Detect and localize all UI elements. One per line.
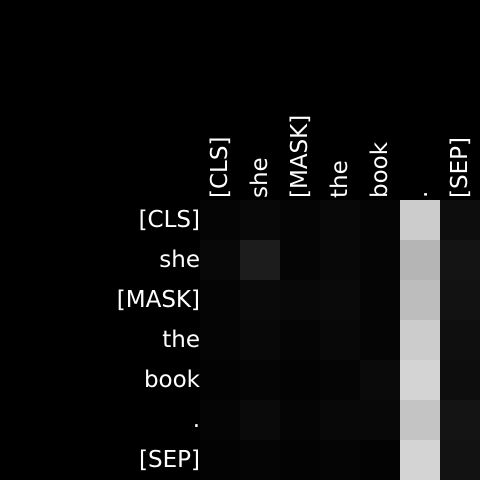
heatmap-cell-r2-c0 bbox=[200, 280, 240, 320]
heatmap-cell-r4-c2 bbox=[280, 360, 320, 400]
heatmap-cells bbox=[200, 200, 480, 480]
heatmap-cell-r3-c0 bbox=[200, 320, 240, 360]
heatmap-cell-r3-c4 bbox=[360, 320, 400, 360]
heatmap-cell-r2-c4 bbox=[360, 280, 400, 320]
heatmap-cell-r2-c3 bbox=[320, 280, 360, 320]
y-tick-label: [SEP] bbox=[139, 447, 200, 473]
heatmap-cell-r6-c0 bbox=[200, 440, 240, 480]
heatmap-cell-r4-c1 bbox=[240, 360, 280, 400]
heatmap-cell-r5-c2 bbox=[280, 400, 320, 440]
heatmap-cell-r5-c0 bbox=[200, 400, 240, 440]
heatmap-cell-r6-c6 bbox=[440, 440, 480, 480]
x-axis-tick-labels: [CLS] she [MASK] the book. [SEP] bbox=[207, 115, 473, 198]
heatmap-cell-r0-c6 bbox=[440, 200, 480, 240]
heatmap-cell-r2-c2 bbox=[280, 280, 320, 320]
heatmap-cell-r4-c6 bbox=[440, 360, 480, 400]
heatmap-cell-r3-c3 bbox=[320, 320, 360, 360]
x-tick-label: [MASK] bbox=[287, 115, 313, 198]
heatmap-cell-r1-c0 bbox=[200, 240, 240, 280]
heatmap-cell-r1-c1 bbox=[240, 240, 280, 280]
heatmap-cell-r1-c4 bbox=[360, 240, 400, 280]
y-tick-label: . bbox=[193, 407, 200, 433]
x-tick-label: she bbox=[247, 157, 273, 198]
heatmap-cell-r3-c2 bbox=[280, 320, 320, 360]
heatmap-cell-r5-c4 bbox=[360, 400, 400, 440]
heatmap-cell-r6-c1 bbox=[240, 440, 280, 480]
heatmap-cell-r6-c3 bbox=[320, 440, 360, 480]
x-tick-label: book bbox=[367, 141, 393, 198]
y-tick-label: [MASK] bbox=[117, 287, 200, 313]
x-tick-label: the bbox=[327, 160, 353, 198]
heatmap-cell-r1-c2 bbox=[280, 240, 320, 280]
heatmap-cell-r5-c5 bbox=[400, 400, 440, 440]
heatmap-cell-r0-c2 bbox=[280, 200, 320, 240]
x-tick-label: [CLS] bbox=[207, 137, 233, 198]
y-tick-label: [CLS] bbox=[139, 207, 200, 233]
heatmap-cell-r4-c5 bbox=[400, 360, 440, 400]
heatmap-cell-r2-c1 bbox=[240, 280, 280, 320]
heatmap-cell-r0-c4 bbox=[360, 200, 400, 240]
heatmap-cell-r5-c3 bbox=[320, 400, 360, 440]
y-tick-label: book bbox=[144, 367, 201, 393]
heatmap-cell-r4-c4 bbox=[360, 360, 400, 400]
x-tick-label: . bbox=[407, 191, 433, 198]
x-tick-label: [SEP] bbox=[447, 137, 473, 198]
heatmap-cell-r6-c5 bbox=[400, 440, 440, 480]
heatmap-cell-r1-c6 bbox=[440, 240, 480, 280]
heatmap-cell-r0-c3 bbox=[320, 200, 360, 240]
heatmap-cell-r0-c1 bbox=[240, 200, 280, 240]
heatmap-cell-r5-c6 bbox=[440, 400, 480, 440]
y-tick-label: the bbox=[162, 327, 200, 353]
heatmap-cell-r1-c3 bbox=[320, 240, 360, 280]
heatmap-cell-r3-c6 bbox=[440, 320, 480, 360]
heatmap-cell-r0-c0 bbox=[200, 200, 240, 240]
heatmap-cell-r5-c1 bbox=[240, 400, 280, 440]
heatmap-cell-r3-c5 bbox=[400, 320, 440, 360]
heatmap-cell-r6-c2 bbox=[280, 440, 320, 480]
heatmap-cell-r0-c5 bbox=[400, 200, 440, 240]
heatmap-cell-r4-c3 bbox=[320, 360, 360, 400]
heatmap-cell-r2-c5 bbox=[400, 280, 440, 320]
heatmap-cell-r6-c4 bbox=[360, 440, 400, 480]
heatmap-cell-r4-c0 bbox=[200, 360, 240, 400]
heatmap-cell-r2-c6 bbox=[440, 280, 480, 320]
heatmap-cell-r3-c1 bbox=[240, 320, 280, 360]
y-tick-label: she bbox=[159, 247, 200, 273]
heatmap-cell-r1-c5 bbox=[400, 240, 440, 280]
y-axis-tick-labels: [CLS] she [MASK] the book. [SEP] bbox=[117, 207, 201, 473]
